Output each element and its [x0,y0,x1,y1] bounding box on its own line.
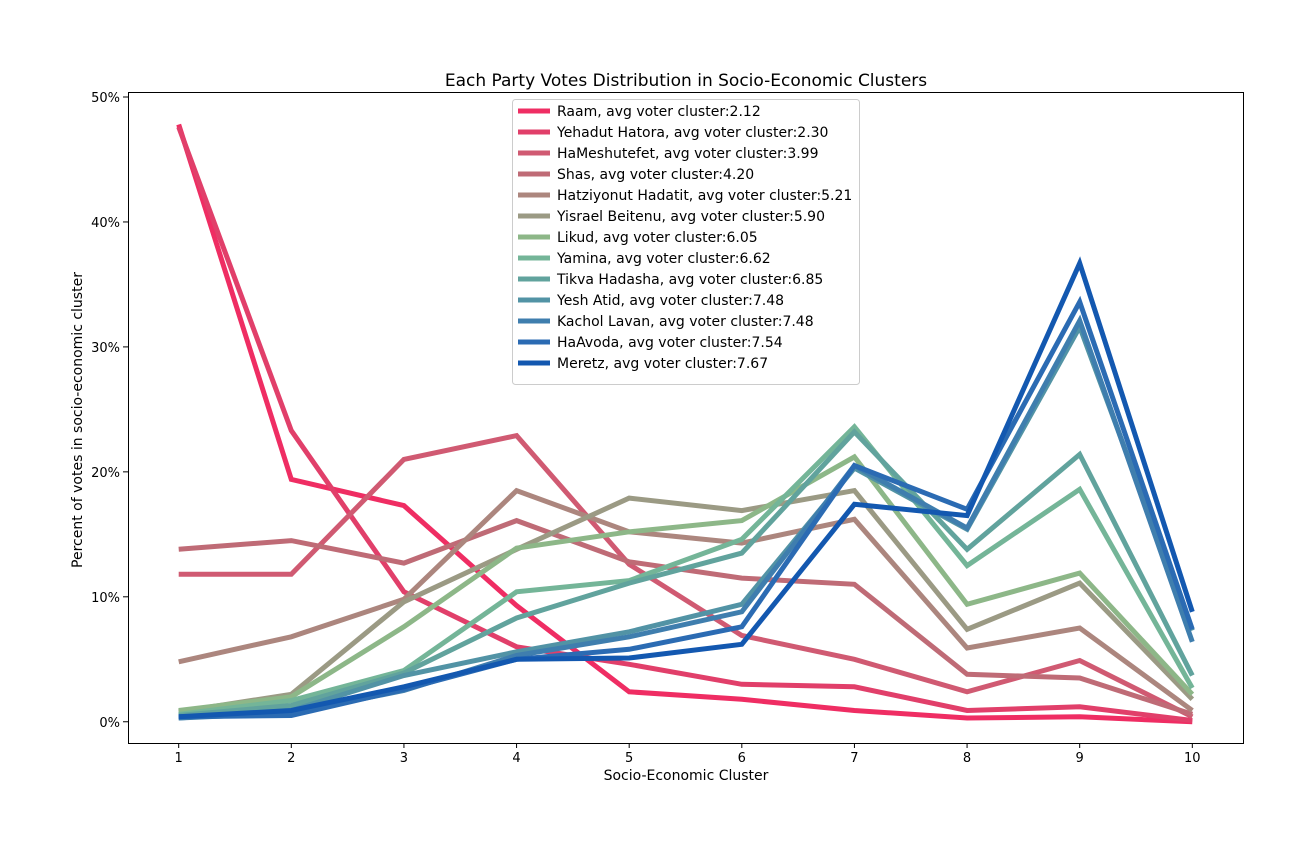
legend-label: Meretz, avg voter cluster:7.67 [557,356,768,372]
y-tick-label: 50% [91,91,120,106]
x-tick-label: 7 [850,751,858,766]
y-axis-label: Percent of votes in socio-economic clust… [70,272,86,568]
x-tick-label: 1 [175,751,183,766]
x-tick-label: 4 [512,751,520,766]
x-tick-label: 10 [1184,751,1201,766]
legend-label: HaMeshutefet, avg voter cluster:3.99 [557,146,819,162]
legend-label: Hatziyonut Hadatit, avg voter cluster:5.… [557,188,852,204]
legend-box [512,99,860,385]
x-tick-label: 5 [625,751,633,766]
series-lines [176,123,1195,725]
series-line-12 [178,256,1195,720]
x-axis-label: Socio-Economic Cluster [604,768,769,784]
y-tick-label: 30% [91,341,120,356]
series-line-11 [178,295,1195,720]
series-line-0 [176,123,1193,725]
legend-label: Yehadut Hatora, avg voter cluster:2.30 [556,125,828,141]
x-tick-label: 8 [963,751,971,766]
x-tick-label: 3 [400,751,408,766]
legend-label: Yamina, avg voter cluster:6.62 [556,251,771,267]
y-tick-label: 0% [99,716,120,731]
series-line-5 [178,487,1195,715]
x-tick-label: 2 [287,751,295,766]
legend-label: Yisrael Beitenu, avg voter cluster:5.90 [556,209,825,225]
legend-label: Shas, avg voter cluster:4.20 [557,167,754,183]
x-tick-label: 6 [738,751,746,766]
y-tick-label: 40% [91,216,120,231]
y-tick-label: 10% [91,591,120,606]
legend-label: Tikva Hadasha, avg voter cluster:6.85 [556,272,823,288]
x-axis-ticks: 1 2 3 4 5 6 7 8 9 10 [175,743,1201,766]
series-line-4 [178,487,1194,713]
legend-label: Raam, avg voter cluster:2.12 [557,104,761,120]
legend-label: Yesh Atid, avg voter cluster:7.48 [556,293,784,309]
legend-label: Kachol Lavan, avg voter cluster:7.48 [557,314,814,330]
series-line-6 [178,453,1195,713]
series-line-8 [178,428,1195,718]
legend-label: HaAvoda, avg voter cluster:7.54 [557,335,783,351]
legend: Raam, avg voter cluster:2.12 Yehadut Hato… [512,99,860,385]
x-tick-label: 9 [1076,751,1084,766]
chart-title: Each Party Votes Distribution in Socio-E… [445,71,927,91]
series-line-1 [176,126,1193,723]
y-axis-ticks: 0% 10% 20% 30% 40% 50% [91,91,128,731]
legend-label: Likud, avg voter cluster:6.05 [557,230,758,246]
series-line-7 [178,423,1195,717]
y-tick-label: 20% [91,466,120,481]
plot-frame [128,92,1244,744]
